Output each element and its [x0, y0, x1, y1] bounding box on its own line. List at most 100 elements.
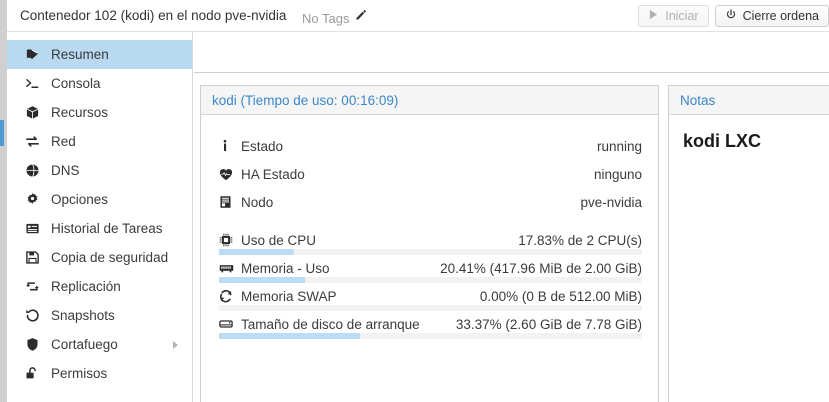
- start-button[interactable]: Iniciar: [638, 5, 709, 27]
- disk-icon: [219, 318, 241, 330]
- heart-icon: [219, 168, 241, 181]
- sidebar-item-label: Copia de seguridad: [51, 250, 169, 265]
- status-row-nodo: Nodo pve-nvidia: [219, 188, 642, 216]
- gear-icon: [24, 192, 40, 208]
- unlock-icon: [24, 366, 40, 382]
- left-edge-scrollbar-thumb[interactable]: [0, 120, 4, 146]
- gauge-row-key: Tamaño de disco de arranque: [241, 316, 420, 332]
- status-panel-header: kodi (Tiempo de uso: 00:16:09): [201, 86, 658, 115]
- replicate-icon: [24, 279, 40, 295]
- status-row-value: running: [596, 138, 642, 154]
- left-edge-scrollbar[interactable]: [0, 0, 7, 402]
- gauge-track-swap: [219, 305, 642, 311]
- gauge-row-value: 17.83% de 2 CPU(s): [518, 232, 642, 248]
- sidebar-item-red[interactable]: Red: [7, 127, 192, 156]
- sidebar-item-recursos[interactable]: Recursos: [7, 98, 192, 127]
- content-area: kodi (Tiempo de uso: 00:16:09) Estado ru…: [194, 32, 829, 402]
- terminal-icon: [24, 76, 40, 92]
- gauge-row-swap: Memoria SWAP 0.00% (0 B de 512.00 MiB): [219, 282, 642, 311]
- gauge-row-key: Memoria - Uso: [241, 260, 330, 276]
- gauge-track-disco: [219, 333, 642, 339]
- gauge-row-value: 33.37% (2.60 GiB de 7.78 GiB): [455, 316, 642, 332]
- top-header-bar: Contenedor 102 (kodi) en el nodo pve-nvi…: [7, 0, 829, 32]
- status-row-key: Nodo: [241, 194, 274, 210]
- status-row-estado: Estado running: [219, 132, 642, 160]
- sidebar-item-opciones[interactable]: Opciones: [7, 185, 192, 214]
- sidebar-item-label: Consola: [51, 76, 101, 91]
- gauge-row-value: 0.00% (0 B de 512.00 MiB): [479, 288, 642, 304]
- history-icon: [24, 308, 40, 324]
- gauge-row-disco: Tamaño de disco de arranque 33.37% (2.60…: [219, 310, 642, 339]
- shutdown-button[interactable]: Cierre ordena: [714, 5, 829, 27]
- list-icon: [24, 221, 40, 237]
- gauge-fill-cpu: [219, 249, 295, 255]
- header-divider: [7, 31, 829, 32]
- play-icon: [648, 9, 659, 23]
- gauge-fill-memoria: [219, 277, 306, 283]
- sidebar-item-label: Opciones: [51, 192, 109, 207]
- status-row-value: pve-nvidia: [580, 194, 642, 210]
- content-divider: [194, 72, 829, 73]
- sidebar-item-permisos[interactable]: Permisos: [7, 359, 192, 388]
- sidebar-item-copia-de-seguridad[interactable]: Copia de seguridad: [7, 243, 192, 272]
- book-icon: [24, 47, 40, 63]
- info-icon: [219, 139, 241, 153]
- sidebar-item-label: Red: [51, 134, 76, 149]
- sidebar-nav: Resumen Consola Recursos Red: [7, 32, 193, 402]
- sidebar-item-resumen[interactable]: Resumen: [7, 40, 192, 69]
- status-panel-body: Estado running HA Estado ninguno: [201, 115, 658, 339]
- status-row-key: Estado: [241, 138, 284, 154]
- notes-panel-title: Notas: [680, 92, 716, 108]
- status-row-value: ninguno: [593, 166, 642, 182]
- node-icon: [219, 195, 241, 209]
- sidebar-item-label: Replicación: [51, 279, 121, 294]
- cpu-icon: [219, 233, 241, 247]
- sidebar-item-dns[interactable]: DNS: [7, 156, 192, 185]
- top-action-buttons: Iniciar Cierre ordena: [638, 5, 829, 27]
- floppy-icon: [24, 250, 40, 266]
- chevron-right-icon: [173, 340, 178, 349]
- cube-icon: [24, 105, 40, 121]
- notes-panel-header: Notas: [669, 86, 829, 115]
- pencil-icon[interactable]: [354, 9, 367, 27]
- notes-text: kodi LXC: [683, 131, 762, 151]
- shield-icon: [24, 337, 40, 353]
- sidebar-item-label: Permisos: [51, 366, 108, 381]
- status-panel-title: kodi (Tiempo de uso: 00:16:09): [212, 92, 399, 108]
- gauge-track-memoria: [219, 277, 642, 283]
- sidebar-item-snapshots[interactable]: Snapshots: [7, 301, 192, 330]
- gauge-row-key: Memoria SWAP: [241, 288, 337, 304]
- notes-panel: Notas kodi LXC: [668, 85, 829, 402]
- memory-icon: [219, 262, 241, 274]
- gauge-row-value: 20.41% (417.96 MiB de 2.00 GiB): [440, 260, 642, 276]
- status-row-key: HA Estado: [241, 166, 305, 182]
- sidebar-item-label: Recursos: [51, 105, 109, 120]
- sidebar-item-label: Resumen: [51, 47, 109, 62]
- gauge-row-key: Uso de CPU: [241, 232, 317, 248]
- status-row-ha-estado: HA Estado ninguno: [219, 160, 642, 188]
- sidebar-item-replicacion[interactable]: Replicación: [7, 272, 192, 301]
- notes-panel-body[interactable]: kodi LXC: [669, 115, 829, 168]
- shutdown-button-label: Cierre ordena: [742, 9, 819, 23]
- gauge-row-cpu: Uso de CPU 17.83% de 2 CPU(s): [219, 226, 642, 255]
- swap-icon: [219, 289, 241, 303]
- tags-label: No Tags: [302, 10, 350, 26]
- exchange-icon: [24, 134, 40, 150]
- sidebar-item-cortafuego[interactable]: Cortafuego: [7, 330, 192, 359]
- sidebar-item-label: Historial de Tareas: [51, 221, 163, 236]
- sidebar-item-label: DNS: [51, 163, 80, 178]
- page-title: Contenedor 102 (kodi) en el nodo pve-nvi…: [20, 8, 287, 23]
- status-row-list: Estado running HA Estado ninguno: [201, 115, 658, 339]
- globe-icon: [24, 163, 40, 179]
- sidebar-item-consola[interactable]: Consola: [7, 69, 192, 98]
- gauge-fill-disco: [219, 333, 361, 339]
- tags-editor[interactable]: No Tags: [302, 9, 367, 27]
- power-icon: [725, 8, 737, 24]
- sidebar-item-label: Snapshots: [51, 308, 115, 323]
- gauge-track-cpu: [219, 249, 642, 255]
- gauge-row-memoria: Memoria - Uso 20.41% (417.96 MiB de 2.00…: [219, 254, 642, 283]
- sidebar-item-label: Cortafuego: [51, 337, 118, 352]
- start-button-label: Iniciar: [665, 9, 699, 23]
- sidebar-item-historial-de-tareas[interactable]: Historial de Tareas: [7, 214, 192, 243]
